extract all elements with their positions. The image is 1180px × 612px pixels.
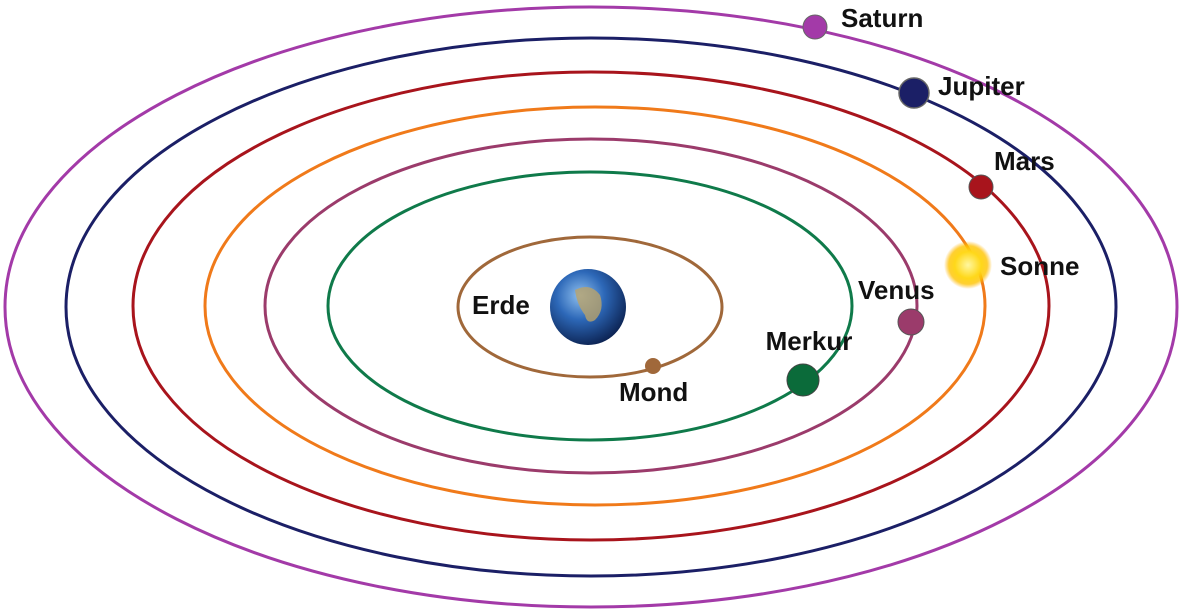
saturn xyxy=(803,15,827,39)
mercury xyxy=(787,364,819,396)
moon xyxy=(645,358,661,374)
mars xyxy=(969,175,993,199)
label: Sonne xyxy=(1000,251,1079,281)
page: Erde Mond Merkur Venus Sonne Mars Jupite… xyxy=(0,0,1180,612)
label: Erde xyxy=(472,290,530,320)
venus xyxy=(898,309,924,335)
sun xyxy=(944,241,992,289)
label: Merkur xyxy=(766,326,853,356)
diagram: Erde Mond Merkur Venus Sonne Mars Jupite… xyxy=(0,0,1180,612)
label: Saturn xyxy=(841,3,923,33)
label: Jupiter xyxy=(938,71,1025,101)
jupiter xyxy=(899,78,929,108)
label: Mars xyxy=(994,146,1055,176)
label: Venus xyxy=(858,275,935,305)
label: Mond xyxy=(619,377,688,407)
